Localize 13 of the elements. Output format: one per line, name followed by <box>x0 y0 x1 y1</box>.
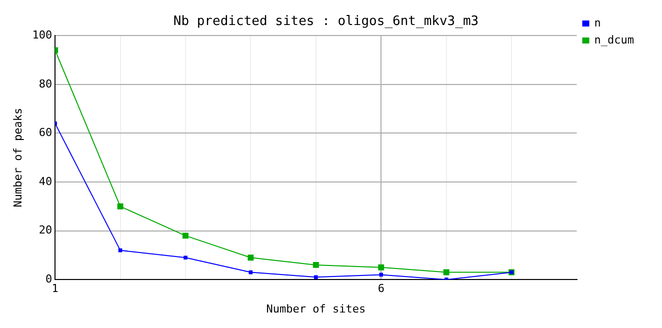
y-tick-label: 40 <box>38 174 52 188</box>
x-axis-title: Number of sites <box>266 302 366 316</box>
y-tick-label: 0 <box>45 272 52 286</box>
legend-label: n_dcum <box>594 33 634 46</box>
x-tick-label: 6 <box>378 282 384 296</box>
y-tick-label: 80 <box>38 77 52 90</box>
chart-title: Nb predicted sites : oligos_6nt_mkv3_m3 <box>173 14 479 30</box>
y-axis-title: Number of peaks <box>11 108 24 208</box>
y-tick-label: 20 <box>38 224 52 237</box>
y-tick-label: 60 <box>38 126 52 140</box>
y-tick-label: 100 <box>32 28 52 42</box>
x-tick-label: 1 <box>52 282 58 296</box>
legend-label: n <box>594 16 601 30</box>
